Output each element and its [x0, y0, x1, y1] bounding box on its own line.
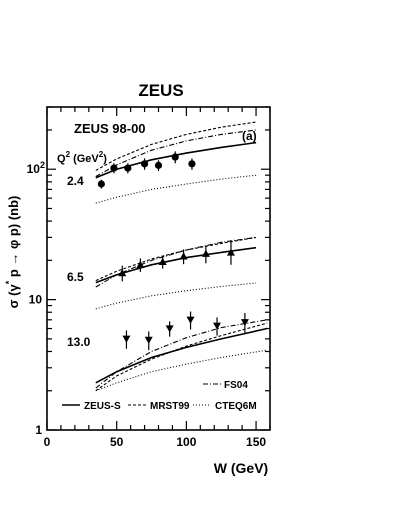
data-point-q2-1 [188, 160, 196, 168]
y-axis-label-pre: σ (γ [6, 284, 21, 309]
y-tick-label: 1 [35, 423, 42, 437]
data-point-q2-1 [124, 164, 132, 172]
data-point-q2-2 [136, 260, 145, 268]
y-axis-label-sup: * [4, 280, 14, 284]
q2-header: Q2 (GeV2) [57, 150, 107, 165]
data-point-q2-3 [165, 325, 174, 333]
curve-cteq6m-q2-2 [95, 282, 257, 310]
data-point-q2-3 [240, 319, 249, 327]
data-point-q2-3 [122, 335, 131, 343]
data-point-q2-2 [226, 248, 235, 256]
q2-label-group-3: 13.0 [67, 335, 91, 349]
data-point-q2-1 [140, 160, 149, 168]
x-axis-label: W (GeV) [214, 460, 268, 476]
y-tick-label: 102 [27, 160, 45, 176]
curve-mrst99-q2-3 [95, 322, 268, 392]
data-point-q2-3 [144, 336, 153, 345]
data-point-q2-1 [97, 180, 105, 188]
curve-zeus-s-q2-3 [95, 327, 268, 384]
q2-header-unit-sup: 2 [99, 150, 104, 159]
legend-label-mrst99: MRST99 [150, 401, 190, 412]
x-tick-label: 50 [110, 435, 124, 449]
panel-label: (a) [242, 129, 257, 143]
legend: FS04 ZEUS-S MRST99 CTEQ6M [62, 380, 257, 412]
data-point-q2-1 [110, 164, 118, 172]
data-point-q2-2 [201, 249, 210, 257]
data-point-q2-1 [171, 153, 179, 161]
x-tick-label: 150 [246, 435, 266, 449]
curve-fs04-q2-3 [95, 319, 268, 389]
q2-label-group-1: 2.4 [67, 174, 84, 188]
legend-label-zeus-s: ZEUS-S [84, 401, 121, 412]
x-tick-label: 100 [176, 435, 196, 449]
curve-cteq6m-q2-1 [95, 174, 257, 204]
curve-fs04-q2-2 [95, 236, 257, 288]
y-axis-label: σ (γ* p → φ p) (nb) [4, 196, 21, 309]
legend-label-fs04: FS04 [224, 380, 248, 391]
y-tick-label-sup: 2 [40, 160, 45, 170]
chart-title: ZEUS [138, 81, 183, 100]
data-point-q2-1 [154, 161, 163, 169]
q2-header-base: Q [57, 153, 66, 165]
q2-header-sup: 2 [66, 150, 71, 159]
data-point-q2-2 [118, 268, 127, 277]
data-point-q2-2 [179, 252, 188, 260]
data-point-q2-2 [158, 257, 167, 265]
curve-cteq6m-q2-3 [95, 349, 268, 392]
experiment-label: ZEUS 98-00 [74, 121, 146, 136]
data-point-q2-3 [213, 322, 222, 330]
y-tick-label: 10 [29, 293, 43, 307]
curve-mrst99-q2-2 [95, 236, 257, 282]
q2-label-group-2: 6.5 [67, 270, 84, 284]
x-tick-label: 0 [44, 435, 51, 449]
data-point-q2-3 [186, 316, 195, 324]
y-tick-label-base: 10 [27, 162, 41, 176]
q2-header-close: ) [103, 153, 107, 165]
q2-header-unit: (GeV [70, 153, 99, 165]
legend-label-cteq6m: CTEQ6M [215, 401, 257, 412]
y-axis-label-post: p → φ p) (nb) [6, 196, 21, 281]
curve-zeus-s-q2-2 [95, 246, 257, 284]
